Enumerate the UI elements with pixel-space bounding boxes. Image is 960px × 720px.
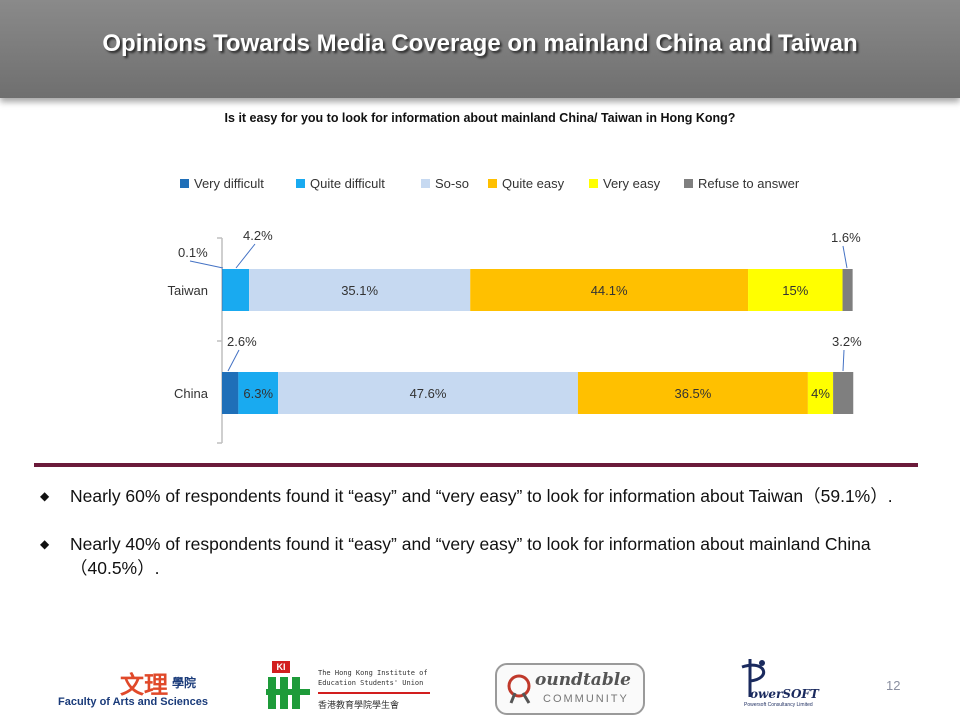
data-label: 0.1% [178, 245, 208, 260]
bar-segment [833, 372, 854, 414]
legend-swatch [180, 179, 189, 188]
page-number: 12 [886, 678, 901, 693]
union-chinese-text: 香港教育學院學生會 [318, 701, 400, 711]
data-label: 35.1% [341, 283, 378, 298]
legend-swatch [488, 179, 497, 188]
category-label: China [174, 386, 209, 401]
bullet-text: Nearly 60% of respondents found it “easy… [70, 486, 893, 506]
bar-segment [842, 269, 853, 311]
diamond-bullet-icon: ◆ [40, 537, 50, 551]
legend-label: Quite difficult [310, 176, 385, 191]
bar-segment [748, 269, 843, 311]
powersoft-sub-text: Powersoft Consultancy Limited [744, 702, 813, 708]
students-union-logo: KI The Hong Kong Institute of Education … [266, 661, 432, 715]
data-label: 6.3% [243, 386, 273, 401]
powersoft-name-text: owerSOFT [750, 687, 819, 701]
bar-segment [222, 269, 223, 311]
bullet-list: ◆ Nearly 60% of respondents found it “ea… [40, 484, 920, 604]
data-label: 4% [811, 386, 830, 401]
data-label: 47.6% [410, 386, 447, 401]
union-mark: KI [272, 661, 290, 673]
legend-label: Quite easy [502, 176, 565, 191]
slide-title: Opinions Towards Media Coverage on mainl… [102, 30, 858, 57]
bar-segment [222, 269, 250, 311]
roundtable-community-text: COMMUNITY [543, 693, 629, 705]
diamond-bullet-icon: ◆ [40, 489, 50, 503]
data-label: 2.6% [227, 334, 257, 349]
arts-faculty-english-text: Faculty of Arts and Sciences [58, 696, 208, 708]
bar-segment [222, 372, 239, 414]
data-label: 44.1% [591, 283, 628, 298]
roundtable-name-text: oundtable [535, 670, 631, 690]
union-english-line1: The Hong Kong Institute of [318, 669, 428, 677]
bullet-item: ◆ Nearly 40% of respondents found it “ea… [40, 532, 920, 580]
union-english-line2: Education Students' Union [318, 679, 424, 687]
bar-segment [249, 269, 471, 311]
data-label: 3.2% [832, 334, 862, 349]
data-label: 36.5% [674, 386, 711, 401]
data-label: 1.6% [831, 230, 861, 245]
callout-leader-line [189, 260, 224, 269]
legend-label: Very easy [603, 176, 661, 191]
roundtable-r-icon [507, 674, 531, 704]
data-label: 15% [782, 283, 808, 298]
chart-title: Is it easy for you to look for informati… [224, 111, 736, 125]
data-label: 4.2% [243, 228, 273, 243]
bar-segment [807, 372, 834, 414]
legend-swatch [421, 179, 430, 188]
bar-segment [470, 269, 749, 311]
bullet-item: ◆ Nearly 60% of respondents found it “ea… [40, 484, 920, 508]
bar-segment [278, 372, 578, 414]
arts-faculty-chinese-text: 文理 [120, 670, 168, 699]
legend-swatch [684, 179, 693, 188]
powersoft-p-icon [741, 659, 766, 697]
roundtable-community-logo: oundtable COMMUNITY [495, 663, 645, 715]
callout-leader-line [842, 245, 848, 269]
legend-swatch [589, 179, 598, 188]
bar-segment [238, 372, 279, 414]
union-emblem-icon: KI [266, 661, 312, 711]
legend-label: Refuse to answer [698, 176, 800, 191]
bullet-text: Nearly 40% of respondents found it “easy… [70, 534, 871, 578]
powersoft-logo: owerSOFT Powersoft Consultancy Limited [736, 655, 832, 715]
arts-faculty-logo: 文理 學院 Faculty of Arts and Sciences [58, 665, 208, 713]
title-banner [0, 0, 960, 98]
legend-label: Very difficult [194, 176, 264, 191]
callout-leader-line [235, 243, 256, 269]
section-divider [34, 463, 918, 467]
legend-label: So-so [435, 176, 469, 191]
arts-faculty-chinese-small-text: 學院 [172, 676, 197, 690]
bar-segment [577, 372, 808, 414]
legend-swatch [296, 179, 305, 188]
callout-leader-line [227, 349, 240, 372]
callout-leader-line [842, 349, 845, 372]
stacked-bar-chart: Very difficult Quite difficult So-so Quite … [168, 176, 862, 444]
category-label: Taiwan [168, 283, 208, 298]
footer-logos: 文理 學院 Faculty of Arts and Sciences KI Th… [0, 655, 960, 720]
